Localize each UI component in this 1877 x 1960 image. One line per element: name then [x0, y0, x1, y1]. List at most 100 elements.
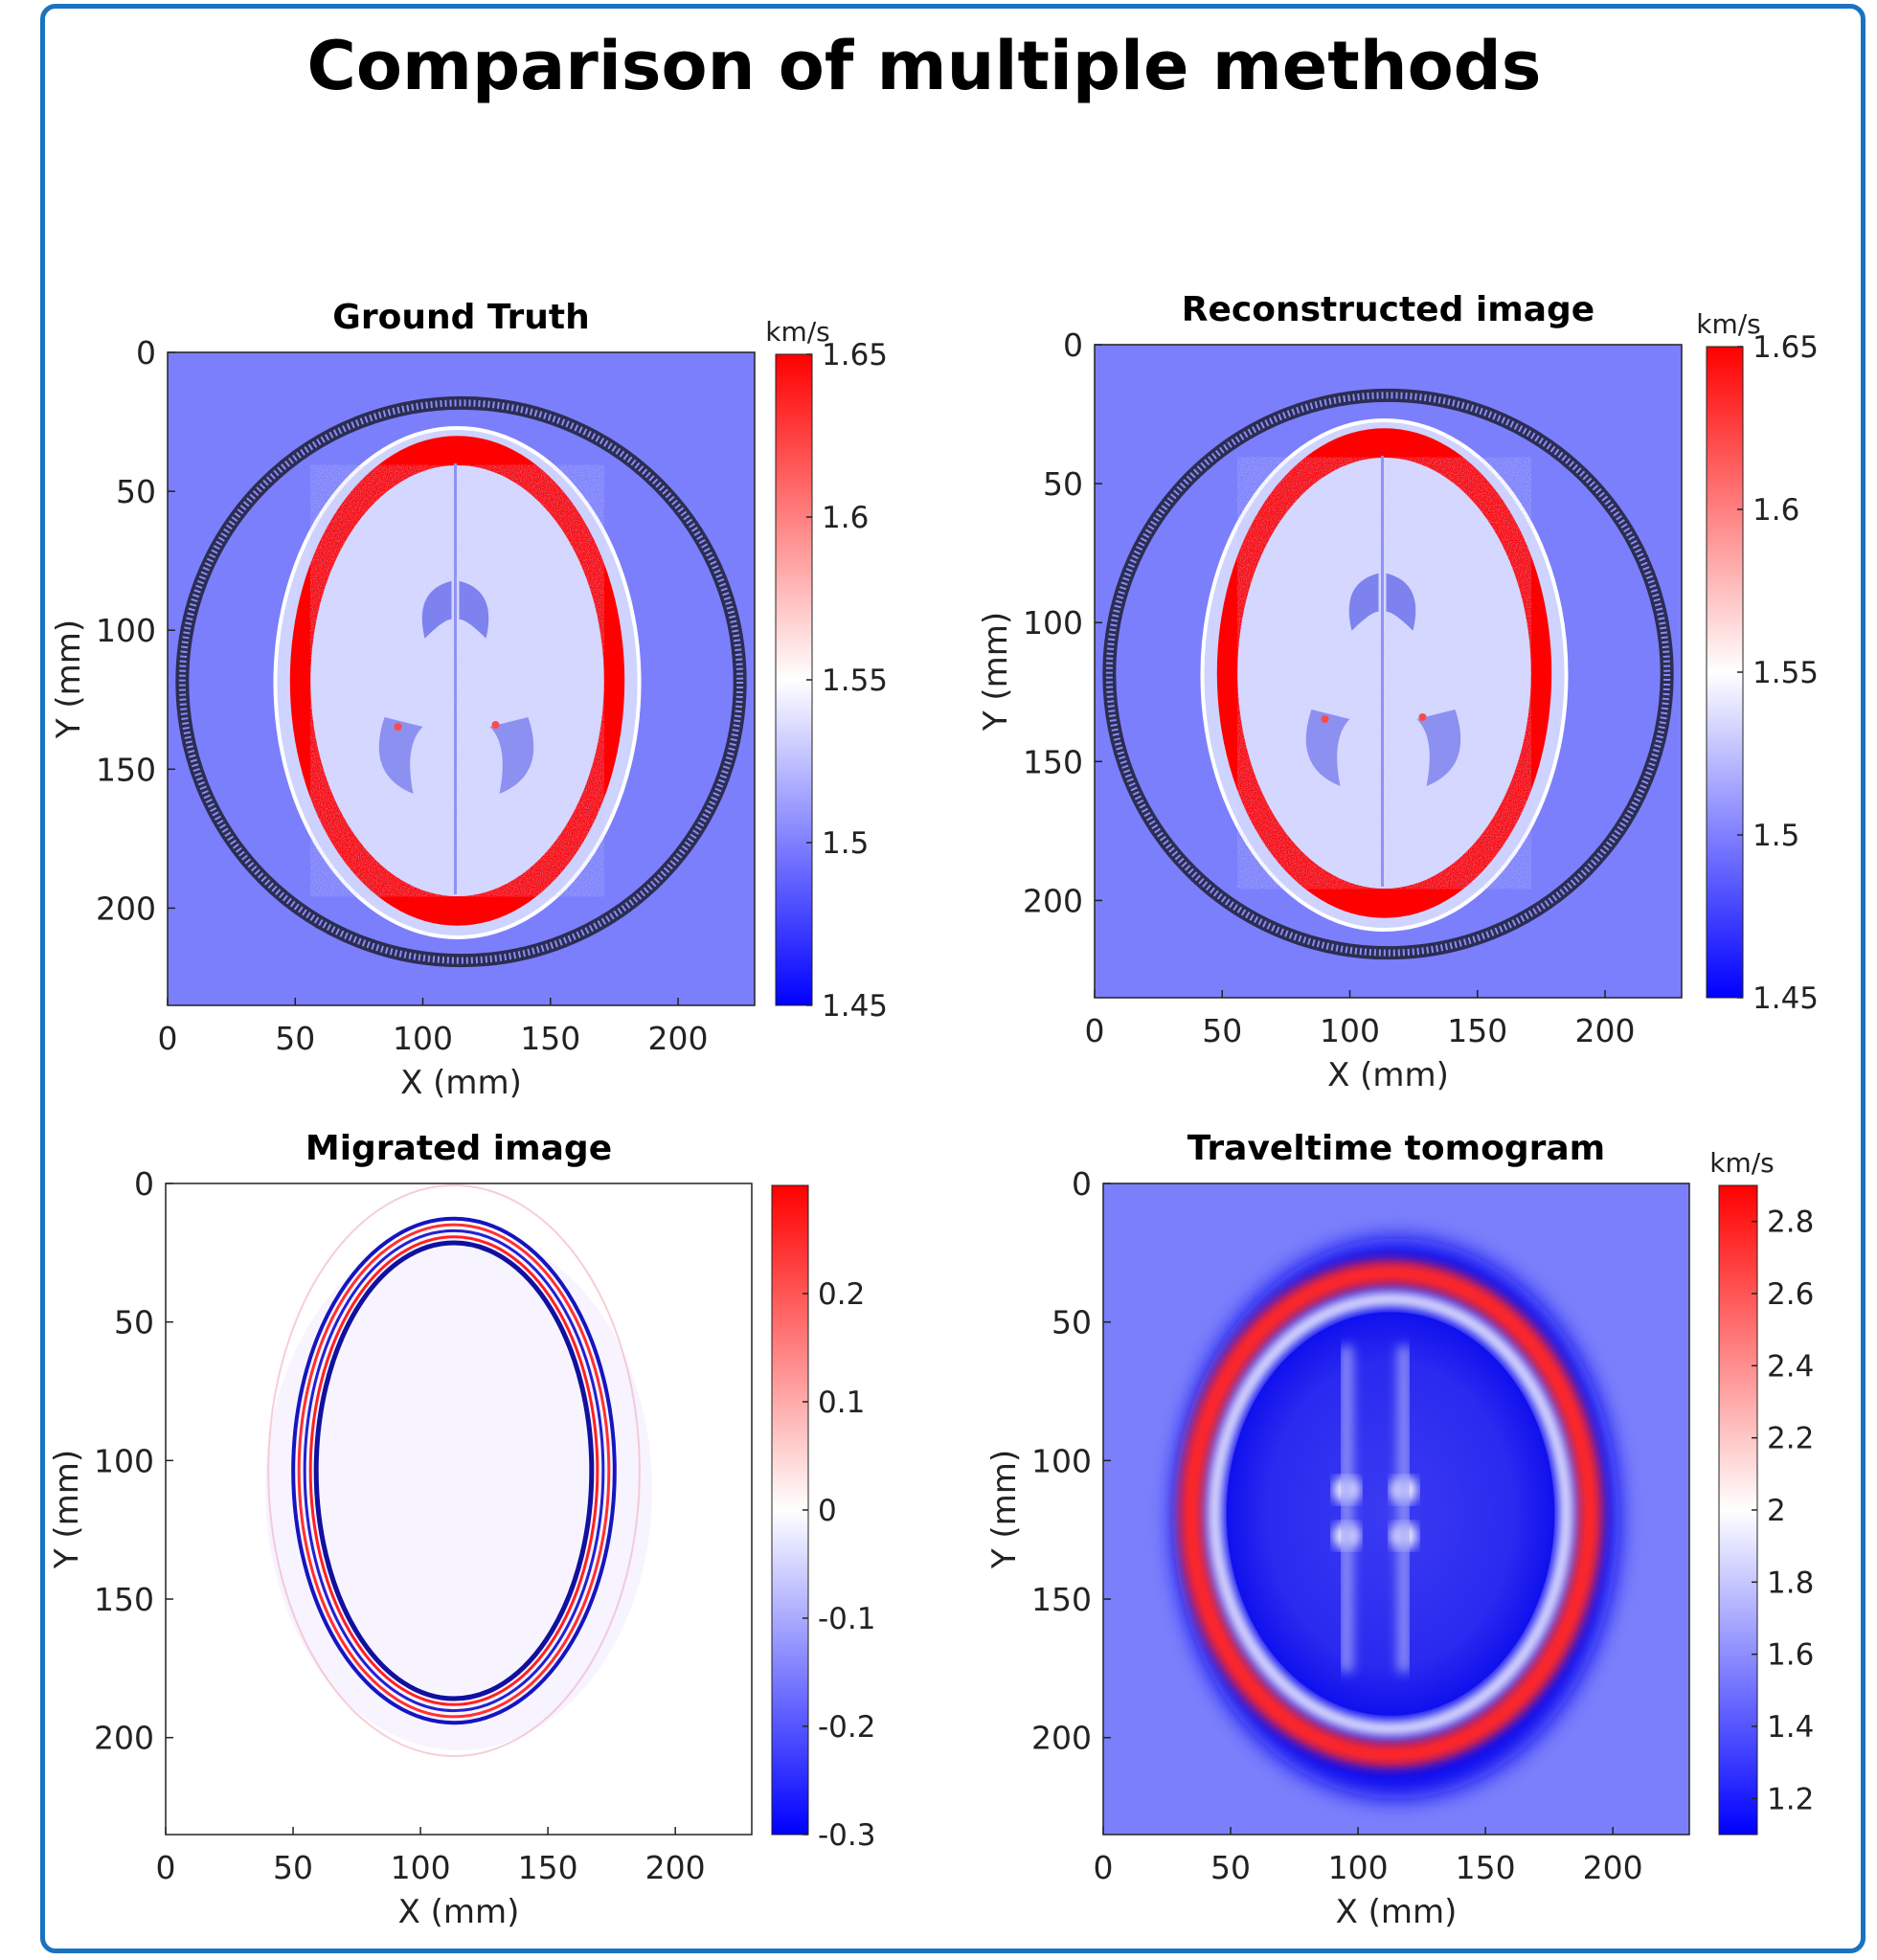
heatmap-image — [265, 1184, 652, 1757]
y-tick-label: 150 — [1031, 1581, 1092, 1618]
y-tick-label: 50 — [1043, 465, 1083, 503]
colorbar-tick-label: -0.3 — [818, 1818, 876, 1853]
y-tick-label: 100 — [1023, 604, 1083, 642]
panel-title: Reconstructed image — [1182, 290, 1594, 329]
axes-frame — [1094, 344, 1683, 999]
chart-panel-1: 0 50 100 150 200 0 50 100 150 200 X (mm) Y (mm) Grou… — [50, 298, 888, 1102]
y-tick-label: 200 — [96, 890, 156, 927]
tomogram-skull — [1178, 1260, 1603, 1768]
colorbar-tick-label: 1.6 — [822, 501, 869, 535]
x-axis-label: X (mm) — [1327, 1056, 1449, 1094]
colorbar-tick-label: 1.55 — [1753, 656, 1819, 690]
tomogram-transition — [1208, 1292, 1573, 1736]
y-tick-label: 200 — [1031, 1720, 1092, 1757]
right-spot — [1418, 713, 1427, 721]
x-tick-label: 0 — [1094, 1849, 1114, 1886]
x-tick-label: 100 — [393, 1020, 453, 1057]
x-tick-label: 150 — [1447, 1012, 1507, 1049]
x-tick-label: 150 — [1456, 1849, 1516, 1886]
skull-edge-1 — [313, 1240, 595, 1701]
y-axis-label: Y (mm) — [50, 620, 88, 739]
axes-frame — [167, 351, 756, 1006]
x-tick-label: 0 — [1085, 1012, 1105, 1049]
y-axis-label: Y (mm) — [977, 612, 1015, 732]
left-ventricle — [421, 580, 452, 639]
colorbar — [1706, 346, 1744, 999]
x-tick-label: 100 — [391, 1849, 451, 1886]
colorbar-unit: km/s — [765, 316, 830, 348]
axes-frame — [165, 1183, 753, 1836]
x-tick-label: 100 — [1328, 1849, 1389, 1886]
y-tick-label: 150 — [96, 751, 156, 788]
colorbar-unit: km/s — [1709, 1147, 1775, 1179]
y-tick-label: 50 — [1052, 1304, 1092, 1341]
y-tick-label: 0 — [1063, 327, 1083, 364]
colorbar-tick-label: 2.8 — [1767, 1205, 1814, 1240]
x-tick-label: 50 — [275, 1020, 315, 1057]
axes-frame — [1102, 1183, 1690, 1836]
colorbar-tick-label: 1.55 — [822, 664, 888, 698]
y-tick-label: 50 — [116, 473, 156, 510]
panel-title: Traveltime tomogram — [1187, 1129, 1605, 1168]
colorbar-tick-label: -0.2 — [818, 1710, 876, 1745]
y-axis-label: Y (mm) — [48, 1450, 86, 1569]
left-horn — [378, 717, 423, 794]
y-tick-label: 150 — [94, 1581, 154, 1618]
right-horn — [1416, 710, 1461, 786]
skull-edge-4 — [297, 1223, 611, 1719]
heatmap-image — [1102, 388, 1674, 960]
panel-title: Ground Truth — [332, 298, 589, 337]
colorbar-tick-label: 1.6 — [1767, 1638, 1814, 1673]
y-tick-label: 100 — [1031, 1442, 1092, 1479]
heatmap-image — [175, 395, 747, 968]
x-axis-label: X (mm) — [398, 1893, 520, 1931]
colorbar-tick-label: 1.5 — [822, 826, 869, 861]
right-ventricle — [459, 580, 489, 639]
x-tick-label: 50 — [273, 1849, 313, 1886]
colorbar-tick-label: 0.2 — [818, 1277, 865, 1312]
brain-texture — [310, 464, 604, 897]
transducer-ring-elements — [1105, 392, 1671, 957]
colorbar-unit: km/s — [1696, 308, 1761, 340]
figure-frame — [40, 4, 1866, 1953]
colorbar-tick-label: 1.6 — [1753, 493, 1799, 528]
y-tick-label: 100 — [94, 1442, 154, 1479]
y-tick-label: 150 — [1023, 743, 1083, 780]
x-tick-label: 0 — [156, 1849, 176, 1886]
colorbar-tick-label: 2.2 — [1767, 1422, 1814, 1456]
colorbar-tick-label: 1.2 — [1767, 1782, 1814, 1816]
right-ventricle — [1386, 573, 1416, 631]
colorbar-tick-label: -0.1 — [818, 1602, 876, 1636]
skull-edge-2 — [308, 1235, 599, 1706]
y-tick-label: 50 — [114, 1304, 154, 1341]
colorbar-tick-label: 1.45 — [822, 989, 888, 1024]
figure-title: Comparison of multiple methods — [306, 27, 1542, 105]
colorbar — [775, 353, 813, 1006]
colorbar-tick-label: 1.5 — [1753, 819, 1799, 853]
panel-title: Migrated image — [305, 1129, 612, 1168]
x-tick-label: 150 — [518, 1849, 578, 1886]
y-tick-label: 0 — [136, 334, 156, 372]
x-axis-label: X (mm) — [400, 1064, 522, 1102]
outer-ripple — [267, 1184, 641, 1757]
y-tick-label: 0 — [134, 1165, 154, 1203]
colorbar-tick-label: 0 — [818, 1494, 837, 1528]
colorbar-tick-label: 1.65 — [822, 338, 888, 372]
colorbar-tick-label: 1.8 — [1767, 1566, 1814, 1600]
tomogram-streaks — [1341, 1346, 1410, 1672]
colorbar-tick-label: 2.6 — [1767, 1277, 1814, 1312]
colorbar-tick-label: 2 — [1767, 1494, 1786, 1528]
heatmap-image — [1173, 1238, 1619, 1799]
x-tick-label: 100 — [1320, 1012, 1380, 1049]
right-horn — [489, 717, 534, 794]
transducer-ring-elements — [178, 399, 744, 964]
right-spot — [491, 721, 500, 729]
colorbar-tick-label: 1.65 — [1753, 330, 1819, 365]
colorbar-tick-label: 1.45 — [1753, 981, 1819, 1016]
colorbar — [1718, 1184, 1758, 1836]
x-tick-label: 50 — [1202, 1012, 1242, 1049]
colorbar-tick-label: 1.4 — [1767, 1710, 1814, 1745]
y-tick-label: 200 — [1023, 882, 1083, 919]
left-horn — [1305, 710, 1350, 786]
